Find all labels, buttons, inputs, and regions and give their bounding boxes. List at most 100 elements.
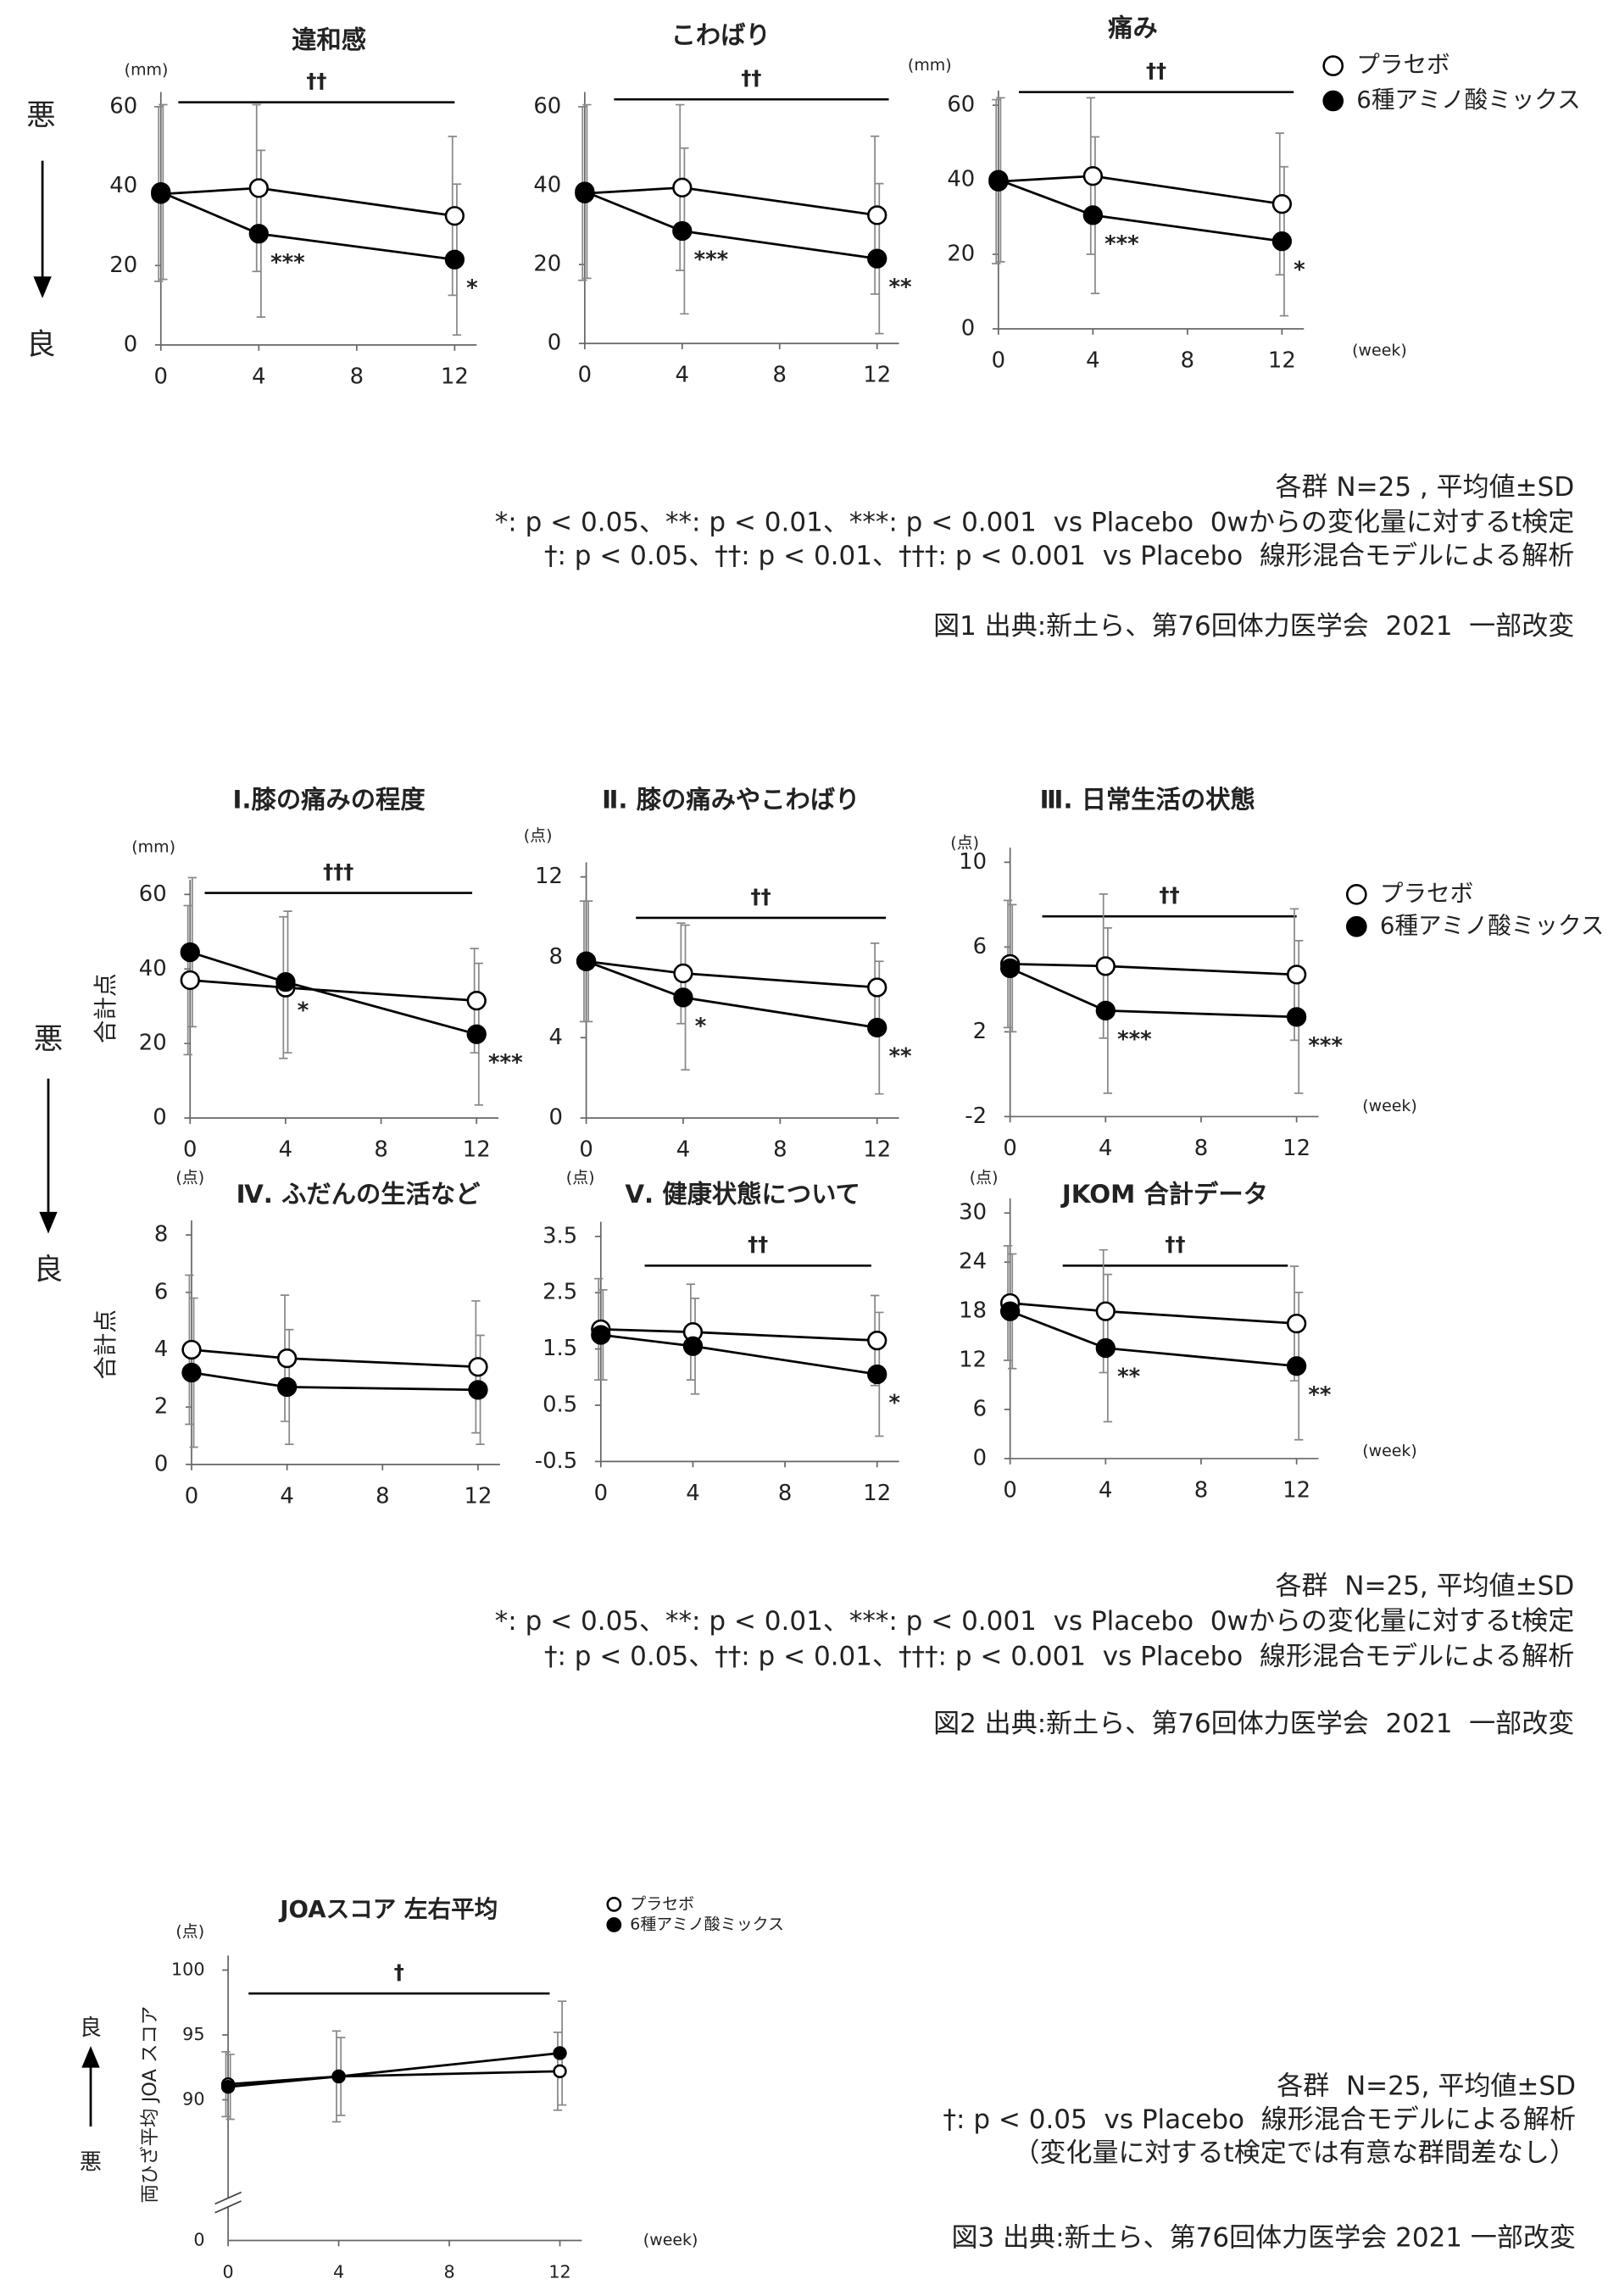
side-label: 悪 [80,2150,102,2176]
data-point [553,2046,567,2060]
x-tick-label: 4 [676,363,689,388]
side-label: 悪 [34,1022,63,1056]
y-tick-label: 12 [535,864,563,889]
y-tick-label: 0 [154,1451,168,1476]
data-point [466,1024,487,1044]
x-tick-label: 8 [773,363,787,388]
figure-caption: 図1 出典:新土ら、第76回体力医学会 2021 一部改変 [933,611,1574,642]
significance-label: †† [306,69,326,93]
y-tick-label: 8 [549,944,563,970]
series-line [586,959,877,989]
x-tick-label: 4 [1086,347,1099,373]
data-point [1271,231,1293,252]
y-tick-label: 40 [533,172,561,197]
data-point [180,942,200,963]
series-line [998,175,1283,206]
series-line [586,959,877,1029]
y-tick-label: 0 [124,331,137,357]
data-point [277,1376,298,1398]
data-point [867,1364,887,1385]
y-axis-label: 合計点 [92,1309,120,1380]
data-point [331,2069,346,2084]
y-tick-label: 0.5 [542,1392,577,1417]
series-line [998,178,1283,243]
data-point [220,2080,236,2094]
x-tick-label: 12 [463,1137,491,1163]
footnote: †: p < 0.05、††: p < 0.01、†††: p < 0.001 … [544,541,1574,571]
y-unit: (mm) [131,838,175,857]
legend-marker [1322,90,1344,112]
data-point [1095,1301,1116,1321]
x-tick-label: 4 [252,364,265,389]
x-tick-label: 12 [1283,1477,1310,1503]
significance-star: ** [1117,1365,1140,1390]
x-tick-label: 0 [578,363,592,388]
x-tick-label: 0 [1003,1477,1016,1503]
series-line [160,191,455,261]
data-point [248,224,269,244]
significance-star: ** [889,1043,912,1069]
y-tick-label: 100 [171,1959,205,1979]
legend-marker [606,1896,622,1912]
x-tick-label: 4 [686,1481,699,1506]
side-arrows [33,160,100,2126]
x-tick-label: 8 [374,1137,387,1163]
y-tick-label: 20 [947,242,975,267]
y-tick-label: 20 [139,1031,167,1056]
x-tick-label: 12 [441,364,469,389]
y-tick-label: -0.5 [535,1448,577,1474]
y-tick-label: 0 [973,1445,987,1470]
y-unit: (点) [524,826,553,845]
y-tick-label: 6 [154,1279,168,1304]
y-tick-label: 40 [109,173,137,198]
side-label: 良 [34,1254,63,1287]
y-tick-label: 0 [193,2229,204,2249]
significance-label: †† [741,66,761,90]
y-unit: (点) [175,1922,204,1941]
y-tick-label: 90 [182,2089,204,2110]
data-point [1095,1000,1116,1021]
y-tick-label: 24 [959,1249,987,1275]
y-tick-label: -2 [965,1104,987,1129]
y-tick-label: 18 [959,1298,987,1324]
x-unit: (week) [1362,1442,1417,1460]
significance-star: *** [1117,1026,1152,1052]
series-line [584,190,877,260]
data-point [248,178,269,198]
x-tick-label: 0 [579,1137,593,1163]
data-point [999,958,1021,979]
data-point [444,206,465,226]
significance-star: * [466,275,478,301]
y-unit: (mm) [125,60,169,79]
significance-star: *** [694,247,729,273]
chart-title: JKOM 合計データ [1060,1180,1268,1209]
significance-star: *** [1308,1033,1343,1059]
data-point [468,1380,488,1400]
x-tick-label: 4 [333,2261,344,2282]
data-point [576,951,597,971]
y-tick-label: 60 [947,92,975,118]
chart-title: Ⅳ. ふだんの生活など [236,1180,481,1209]
x-tick-label: 0 [185,1483,198,1509]
x-tick-label: 12 [863,363,891,388]
x-tick-label: 8 [443,2261,454,2282]
data-point [1286,1356,1307,1376]
chart-title: JOAスコア 左右平均 [278,1895,498,1923]
y-tick-label: 0 [549,1105,563,1131]
data-point [1082,166,1103,186]
footnote: 各群 N=25, 平均値±SD [1276,1571,1575,1602]
legend-label: プラセボ [1380,879,1473,907]
x-tick-label: 0 [223,2261,234,2282]
significance-star: * [298,998,309,1024]
series-line [1010,967,1297,1019]
series-line [600,1333,877,1376]
data-point [151,181,171,203]
x-tick-label: 0 [183,1137,197,1163]
legend-marker [1345,915,1367,937]
y-unit: (点) [950,833,979,852]
series-line [191,1371,478,1392]
